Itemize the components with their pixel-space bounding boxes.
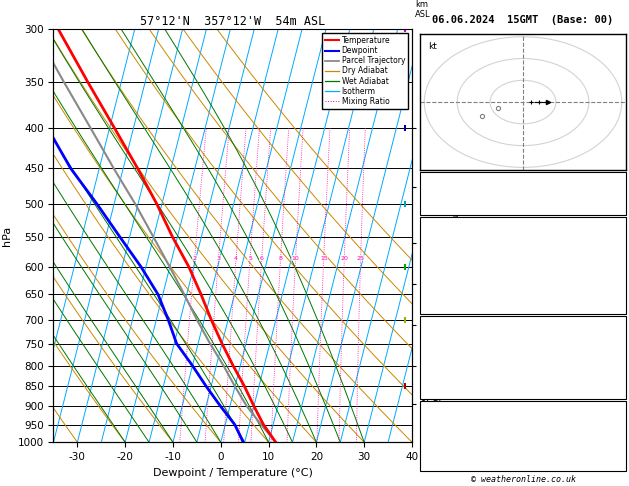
Title: 57°12'N  357°12'W  54m ASL: 57°12'N 357°12'W 54m ASL bbox=[140, 15, 325, 28]
Text: SREH: SREH bbox=[426, 431, 450, 440]
Text: 0: 0 bbox=[617, 300, 623, 310]
Text: Lifted Index: Lifted Index bbox=[426, 359, 497, 368]
Text: Totals Totals: Totals Totals bbox=[426, 188, 503, 197]
Text: Lifted Index: Lifted Index bbox=[426, 273, 497, 283]
Text: CAPE (J): CAPE (J) bbox=[426, 287, 474, 296]
Text: Dewp (°C): Dewp (°C) bbox=[426, 246, 479, 256]
Text: 5: 5 bbox=[248, 256, 252, 261]
Text: 1005: 1005 bbox=[599, 331, 623, 341]
Text: 48: 48 bbox=[611, 188, 623, 197]
Text: 19: 19 bbox=[611, 431, 623, 440]
Text: Hodograph: Hodograph bbox=[496, 403, 550, 413]
Text: 0: 0 bbox=[617, 386, 623, 396]
Text: Surface: Surface bbox=[503, 219, 543, 228]
Text: StmDir: StmDir bbox=[426, 444, 462, 454]
Text: 306°: 306° bbox=[599, 444, 623, 454]
Y-axis label: Mixing Ratio (g/kg): Mixing Ratio (g/kg) bbox=[450, 193, 459, 278]
Text: EH: EH bbox=[426, 417, 438, 427]
Text: CIN (J): CIN (J) bbox=[426, 386, 467, 396]
Text: 25: 25 bbox=[357, 256, 365, 261]
Text: km
ASL: km ASL bbox=[415, 0, 431, 19]
Text: 20: 20 bbox=[611, 458, 623, 468]
Text: K: K bbox=[426, 174, 432, 184]
Text: θε (K): θε (K) bbox=[426, 345, 462, 355]
Y-axis label: hPa: hPa bbox=[2, 226, 12, 246]
Text: 22: 22 bbox=[611, 174, 623, 184]
Text: StmSpd (kt): StmSpd (kt) bbox=[426, 458, 491, 468]
Text: kt: kt bbox=[428, 42, 437, 51]
Text: 3: 3 bbox=[617, 359, 623, 368]
X-axis label: Dewpoint / Temperature (°C): Dewpoint / Temperature (°C) bbox=[153, 468, 313, 478]
Legend: Temperature, Dewpoint, Parcel Trajectory, Dry Adiabat, Wet Adiabat, Isotherm, Mi: Temperature, Dewpoint, Parcel Trajectory… bbox=[322, 33, 408, 109]
Text: 15: 15 bbox=[320, 256, 328, 261]
Text: 161: 161 bbox=[605, 287, 623, 296]
Text: Pressure (mb): Pressure (mb) bbox=[426, 331, 503, 341]
Text: Temp (°C): Temp (°C) bbox=[426, 232, 479, 242]
Text: 06.06.2024  15GMT  (Base: 00): 06.06.2024 15GMT (Base: 00) bbox=[432, 15, 614, 25]
Text: θε(K): θε(K) bbox=[426, 260, 456, 269]
Text: PW (cm): PW (cm) bbox=[426, 201, 467, 211]
Text: 299: 299 bbox=[605, 260, 623, 269]
Text: 11.5: 11.5 bbox=[599, 232, 623, 242]
Text: 161: 161 bbox=[605, 372, 623, 382]
Text: 6: 6 bbox=[260, 256, 264, 261]
Text: -39: -39 bbox=[605, 417, 623, 427]
Text: 3: 3 bbox=[617, 273, 623, 283]
Text: 299: 299 bbox=[605, 345, 623, 355]
Text: 4: 4 bbox=[234, 256, 238, 261]
Text: 20: 20 bbox=[340, 256, 348, 261]
Text: 10: 10 bbox=[292, 256, 299, 261]
Text: 4.7: 4.7 bbox=[605, 246, 623, 256]
Text: 1.34: 1.34 bbox=[599, 201, 623, 211]
Text: 2: 2 bbox=[192, 256, 197, 261]
Text: © weatheronline.co.uk: © weatheronline.co.uk bbox=[470, 474, 576, 484]
Text: 8: 8 bbox=[279, 256, 282, 261]
Text: CAPE (J): CAPE (J) bbox=[426, 372, 474, 382]
Text: Most Unstable: Most Unstable bbox=[485, 318, 561, 328]
Text: CIN (J): CIN (J) bbox=[426, 300, 467, 310]
Text: 3: 3 bbox=[216, 256, 221, 261]
